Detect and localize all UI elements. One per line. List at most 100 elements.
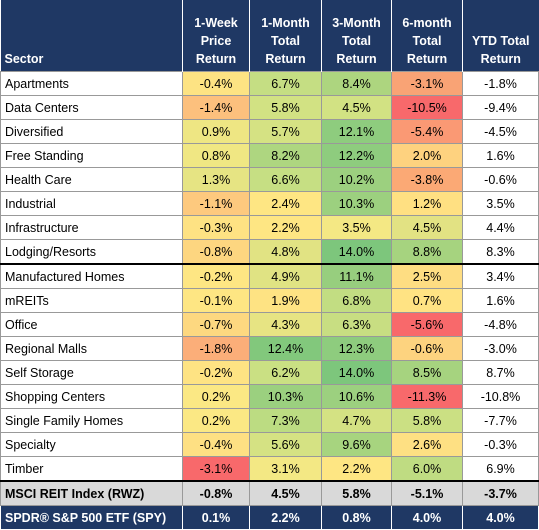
return-cell: 6.8% bbox=[321, 288, 392, 313]
header-ytd-total-return: YTD Total Return bbox=[462, 0, 539, 72]
return-cell: -0.2% bbox=[182, 263, 250, 289]
return-cell: -5.1% bbox=[391, 480, 463, 506]
return-cell: 8.3% bbox=[462, 239, 539, 265]
header-text: YTD Total bbox=[472, 33, 530, 48]
sector-cell: Timber bbox=[0, 456, 183, 482]
sector-cell: Free Standing bbox=[0, 143, 183, 168]
return-cell: -7.7% bbox=[462, 408, 539, 433]
sector-cell: Infrastructure bbox=[0, 215, 183, 240]
return-cell: 0.2% bbox=[182, 384, 250, 409]
return-cell: 8.2% bbox=[249, 143, 322, 168]
return-cell: 14.0% bbox=[321, 360, 392, 385]
return-cell: -3.1% bbox=[391, 71, 463, 96]
sector-cell: Manufactured Homes bbox=[0, 263, 183, 289]
return-cell: -3.1% bbox=[182, 456, 250, 482]
return-cell: 0.8% bbox=[321, 505, 392, 530]
return-cell: -9.4% bbox=[462, 95, 539, 120]
return-cell: -0.4% bbox=[182, 71, 250, 96]
return-cell: 8.4% bbox=[321, 71, 392, 96]
header-1-week-price-return: 1-Week Price Return bbox=[182, 0, 250, 72]
header-text: 1-Month bbox=[261, 15, 310, 30]
sector-cell: Single Family Homes bbox=[0, 408, 183, 433]
benchmark-row-spy: SPDR® S&P 500 ETF (SPY) 0.1% 2.2% 0.8% 4.0% 4… bbox=[0, 505, 539, 530]
table-row: Diversified 0.9% 5.7% 12.1% -5.4% -4.5% bbox=[0, 119, 539, 144]
return-cell: -5.6% bbox=[391, 312, 463, 337]
sector-cell: Apartments bbox=[0, 71, 183, 96]
return-cell: 3.1% bbox=[249, 456, 322, 482]
table-row: Specialty -0.4% 5.6% 9.6% 2.6% -0.3% bbox=[0, 432, 539, 457]
return-cell: 6.3% bbox=[321, 312, 392, 337]
table-row: Health Care 1.3% 6.6% 10.2% -3.8% -0.6% bbox=[0, 167, 539, 192]
return-cell: -0.2% bbox=[182, 360, 250, 385]
return-cell: 5.6% bbox=[249, 432, 322, 457]
header-3-month-total-return: 3-Month Total Return bbox=[321, 0, 392, 72]
return-cell: 5.8% bbox=[391, 408, 463, 433]
return-cell: 4.5% bbox=[391, 215, 463, 240]
table-row: Lodging/Resorts -0.8% 4.8% 14.0% 8.8% 8.3% bbox=[0, 239, 539, 265]
sector-cell: SPDR® S&P 500 ETF (SPY) bbox=[0, 505, 183, 530]
header-text: Return bbox=[480, 51, 521, 66]
return-cell: 6.9% bbox=[462, 456, 539, 482]
table-row: Regional Malls -1.8% 12.4% 12.3% -0.6% -3.0% bbox=[0, 336, 539, 361]
return-cell: -10.5% bbox=[391, 95, 463, 120]
return-cell: 10.3% bbox=[249, 384, 322, 409]
return-cell: -4.5% bbox=[462, 119, 539, 144]
return-cell: 0.9% bbox=[182, 119, 250, 144]
return-cell: -1.8% bbox=[182, 336, 250, 361]
return-cell: -1.4% bbox=[182, 95, 250, 120]
benchmark-row-msci: MSCI REIT Index (RWZ) -0.8% 4.5% 5.8% -5.1% -… bbox=[0, 480, 539, 506]
return-cell: 2.0% bbox=[391, 143, 463, 168]
return-cell: 0.2% bbox=[182, 408, 250, 433]
header-text: Return bbox=[336, 51, 377, 66]
sector-cell: Health Care bbox=[0, 167, 183, 192]
return-cell: -3.8% bbox=[391, 167, 463, 192]
sector-cell: Diversified bbox=[0, 119, 183, 144]
sector-cell: mREITs bbox=[0, 288, 183, 313]
header-sector: Sector bbox=[0, 0, 183, 72]
return-cell: 4.5% bbox=[249, 480, 322, 506]
return-cell: 10.2% bbox=[321, 167, 392, 192]
return-cell: -10.8% bbox=[462, 384, 539, 409]
return-cell: -0.3% bbox=[182, 215, 250, 240]
return-cell: 12.3% bbox=[321, 336, 392, 361]
return-cell: 4.4% bbox=[462, 215, 539, 240]
return-cell: -11.3% bbox=[391, 384, 463, 409]
table-row: Free Standing 0.8% 8.2% 12.2% 2.0% 1.6% bbox=[0, 143, 539, 168]
return-cell: 0.7% bbox=[391, 288, 463, 313]
header-text: Price bbox=[200, 33, 232, 48]
table-row: Shopping Centers 0.2% 10.3% 10.6% -11.3% -10.… bbox=[0, 384, 539, 409]
table-row: Data Centers -1.4% 5.8% 4.5% -10.5% -9.4% bbox=[0, 95, 539, 120]
header-text: 3-Month bbox=[332, 15, 381, 30]
table-row: mREITs -0.1% 1.9% 6.8% 0.7% 1.6% bbox=[0, 288, 539, 313]
table-row: Single Family Homes 0.2% 7.3% 4.7% 5.8% -7.7% bbox=[0, 408, 539, 433]
return-cell: -3.0% bbox=[462, 336, 539, 361]
header-text: Return bbox=[406, 51, 448, 66]
return-cell: 10.3% bbox=[321, 191, 392, 216]
return-cell: 1.2% bbox=[391, 191, 463, 216]
return-cell: 4.0% bbox=[462, 505, 539, 530]
sector-cell: Regional Malls bbox=[0, 336, 183, 361]
return-cell: -0.6% bbox=[462, 167, 539, 192]
return-cell: 11.1% bbox=[321, 263, 392, 289]
return-cell: 1.3% bbox=[182, 167, 250, 192]
header-text: Total bbox=[342, 33, 371, 48]
table-row: Manufactured Homes -0.2% 4.9% 11.1% 2.5% 3.4% bbox=[0, 263, 539, 289]
sector-cell: MSCI REIT Index (RWZ) bbox=[0, 480, 183, 506]
return-cell: 12.2% bbox=[321, 143, 392, 168]
return-cell: 3.5% bbox=[321, 215, 392, 240]
table-row: Industrial -1.1% 2.4% 10.3% 1.2% 3.5% bbox=[0, 191, 539, 216]
sector-cell: Lodging/Resorts bbox=[0, 239, 183, 265]
header-1-month-total-return: 1-Month Total Return bbox=[249, 0, 322, 72]
return-cell: -4.8% bbox=[462, 312, 539, 337]
sector-cell: Industrial bbox=[0, 191, 183, 216]
table-row: Apartments -0.4% 6.7% 8.4% -3.1% -1.8% bbox=[0, 71, 539, 96]
return-cell: 12.4% bbox=[249, 336, 322, 361]
return-cell: 1.6% bbox=[462, 143, 539, 168]
return-cell: 1.9% bbox=[249, 288, 322, 313]
return-cell: 0.1% bbox=[182, 505, 250, 530]
header-text: Total bbox=[412, 33, 442, 48]
sector-cell: Specialty bbox=[0, 432, 183, 457]
return-cell: 2.6% bbox=[391, 432, 463, 457]
return-cell: -1.1% bbox=[182, 191, 250, 216]
